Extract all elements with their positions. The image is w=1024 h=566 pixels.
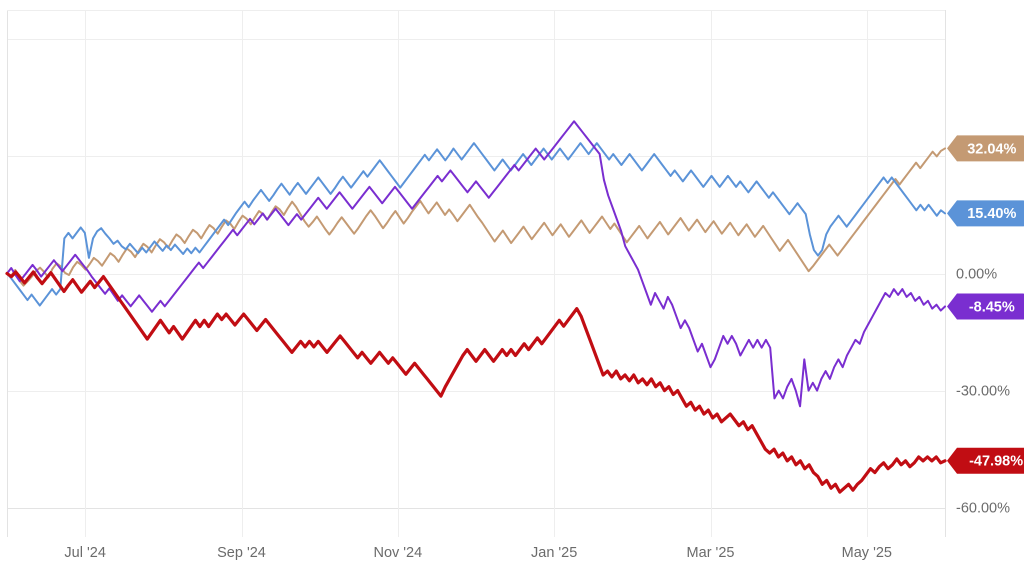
badge-label: 15.40%	[967, 206, 1016, 222]
x-tick-label: Jul '24	[64, 545, 105, 561]
badge-shape	[947, 135, 1024, 162]
x-tick-label: May '25	[842, 545, 892, 561]
badge-tan[interactable]: 32.04%	[947, 135, 1024, 162]
y-tick-label: -30.00%	[956, 384, 1010, 400]
badge-shape	[947, 447, 1024, 474]
x-tick-label: Sep '24	[217, 545, 266, 561]
series-line-blue	[6, 142, 946, 307]
badge-blue[interactable]: 15.40%	[947, 200, 1024, 227]
badge-purple[interactable]: -8.45%	[947, 293, 1024, 320]
x-tick-label: Mar '25	[687, 545, 735, 561]
badge-shape	[947, 200, 1024, 227]
series-line-red	[5, 270, 947, 494]
badge-shape	[947, 293, 1024, 320]
x-tick-label: Nov '24	[373, 545, 422, 561]
badge-label: -8.45%	[969, 299, 1015, 315]
x-axis-tick-labels: Jul '24 Sep '24 Nov '24 Jan '25 Mar '25 May '…	[64, 545, 892, 561]
badge-red[interactable]: -47.98%	[947, 447, 1024, 474]
gridlines	[7, 10, 946, 537]
series-line-purple	[6, 120, 946, 408]
series-lines	[5, 120, 947, 494]
badge-label: -47.98%	[969, 454, 1023, 470]
x-tick-label: Jan '25	[531, 545, 577, 561]
y-tick-label: -60.00%	[956, 501, 1010, 517]
y-axis-tick-labels: 0.00% -30.00% -60.00%	[956, 267, 1010, 517]
series-line-tan	[6, 147, 946, 287]
badge-label: 32.04%	[967, 141, 1016, 157]
value-badges[interactable]: 32.04% 15.40% -8.45% -47.98%	[947, 135, 1024, 474]
y-tick-label: 0.00%	[956, 267, 997, 283]
